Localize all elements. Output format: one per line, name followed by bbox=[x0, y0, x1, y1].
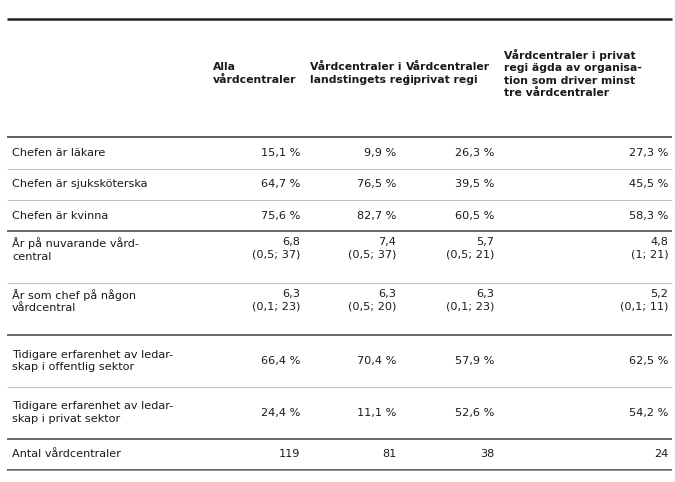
Text: 27,3 %: 27,3 % bbox=[629, 148, 668, 158]
Text: Chefen är läkare: Chefen är läkare bbox=[12, 148, 105, 158]
Text: 66,4 %: 66,4 % bbox=[261, 356, 300, 366]
Text: 54,2 %: 54,2 % bbox=[629, 408, 668, 418]
Text: 81: 81 bbox=[382, 449, 396, 459]
Text: 38: 38 bbox=[480, 449, 494, 459]
Text: 6,3
(0,1; 23): 6,3 (0,1; 23) bbox=[446, 289, 494, 311]
Text: Tidigare erfarenhet av ledar-
skap i offentlig sektor: Tidigare erfarenhet av ledar- skap i off… bbox=[12, 350, 173, 372]
Text: Chefen är sjuksköterska: Chefen är sjuksköterska bbox=[12, 179, 148, 189]
Text: År som chef på någon
vårdcentral: År som chef på någon vårdcentral bbox=[12, 289, 136, 313]
Text: Alla
vårdcentraler: Alla vårdcentraler bbox=[213, 62, 296, 85]
Text: 9,9 %: 9,9 % bbox=[364, 148, 396, 158]
Text: Antal vårdcentraler: Antal vårdcentraler bbox=[12, 449, 121, 459]
Text: 11,1 %: 11,1 % bbox=[357, 408, 396, 418]
Text: 64,7 %: 64,7 % bbox=[261, 179, 300, 189]
Text: 26,3 %: 26,3 % bbox=[455, 148, 494, 158]
Text: 52,6 %: 52,6 % bbox=[455, 408, 494, 418]
Text: 45,5 %: 45,5 % bbox=[629, 179, 668, 189]
Text: 6,3
(0,1; 23): 6,3 (0,1; 23) bbox=[252, 289, 300, 311]
Text: 58,3 %: 58,3 % bbox=[629, 211, 668, 221]
Text: 70,4 %: 70,4 % bbox=[357, 356, 396, 366]
Text: År på nuvarande vård-
central: År på nuvarande vård- central bbox=[12, 237, 139, 262]
Text: 5,7
(0,5; 21): 5,7 (0,5; 21) bbox=[446, 237, 494, 260]
Text: 24,4 %: 24,4 % bbox=[261, 408, 300, 418]
Text: 39,5 %: 39,5 % bbox=[455, 179, 494, 189]
Text: 62,5 %: 62,5 % bbox=[629, 356, 668, 366]
Text: Vårdcentraler i
landstingets regi: Vårdcentraler i landstingets regi bbox=[310, 62, 414, 85]
Text: Vårdcentraler
i privat regi: Vårdcentraler i privat regi bbox=[406, 62, 491, 85]
Text: Tidigare erfarenhet av ledar-
skap i privat sektor: Tidigare erfarenhet av ledar- skap i pri… bbox=[12, 402, 173, 424]
Text: Chefen är kvinna: Chefen är kvinna bbox=[12, 211, 109, 221]
Text: 57,9 %: 57,9 % bbox=[455, 356, 494, 366]
Text: 15,1 %: 15,1 % bbox=[261, 148, 300, 158]
Text: 60,5 %: 60,5 % bbox=[455, 211, 494, 221]
Text: 5,2
(0,1; 11): 5,2 (0,1; 11) bbox=[620, 289, 668, 311]
Text: 82,7 %: 82,7 % bbox=[357, 211, 396, 221]
Text: 4,8
(1; 21): 4,8 (1; 21) bbox=[630, 237, 668, 260]
Text: 75,6 %: 75,6 % bbox=[261, 211, 300, 221]
Text: 24: 24 bbox=[654, 449, 668, 459]
Text: 76,5 %: 76,5 % bbox=[357, 179, 396, 189]
Text: Vårdcentraler i privat
regi ägda av organisa-
tion som driver minst
tre vårdcent: Vårdcentraler i privat regi ägda av orga… bbox=[504, 49, 642, 98]
Text: 6,3
(0,5; 20): 6,3 (0,5; 20) bbox=[348, 289, 396, 311]
Text: 7,4
(0,5; 37): 7,4 (0,5; 37) bbox=[348, 237, 396, 260]
Text: 119: 119 bbox=[279, 449, 300, 459]
Text: 6,8
(0,5; 37): 6,8 (0,5; 37) bbox=[252, 237, 300, 260]
